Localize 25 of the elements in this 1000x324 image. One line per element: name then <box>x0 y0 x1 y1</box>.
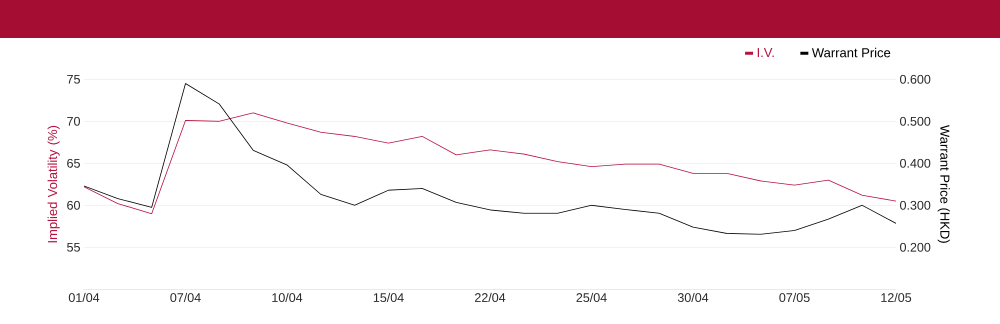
x-tick-label: 25/04 <box>576 292 607 302</box>
line-series <box>84 83 896 235</box>
y-tick-label: 55 <box>67 242 80 252</box>
legend-label: Warrant Price <box>812 48 890 58</box>
line-series <box>84 112 896 214</box>
x-tick-label: 30/04 <box>678 292 708 302</box>
x-tick-label: 07/05 <box>779 292 810 302</box>
x-tick-label: 07/04 <box>170 292 201 302</box>
y-tick-label: 70 <box>67 116 80 126</box>
y-tick-label: 65 <box>67 158 80 168</box>
x-tick-label: 01/04 <box>68 292 100 302</box>
y2-tick-label: 0.400 <box>900 158 930 168</box>
y2-tick-label: 0.600 <box>900 74 930 84</box>
y-axis-title: Implied Volatility (%) <box>48 126 60 242</box>
x-tick-label: 22/04 <box>474 292 506 302</box>
y2-tick-label: 0.500 <box>900 116 930 126</box>
x-tick-label: 15/04 <box>374 292 404 302</box>
x-tick-label: 12/05 <box>881 292 912 302</box>
legend-label: I.V. <box>758 48 774 57</box>
y2-axis-title: Warrant Price (HKD) <box>938 125 950 243</box>
y-tick-label: 75 <box>67 74 80 84</box>
y2-tick-label: 0.300 <box>900 200 930 210</box>
y2-tick-label: 0.200 <box>900 242 930 252</box>
x-tick-label: 10/04 <box>272 292 302 302</box>
y-tick-label: 60 <box>67 200 80 210</box>
